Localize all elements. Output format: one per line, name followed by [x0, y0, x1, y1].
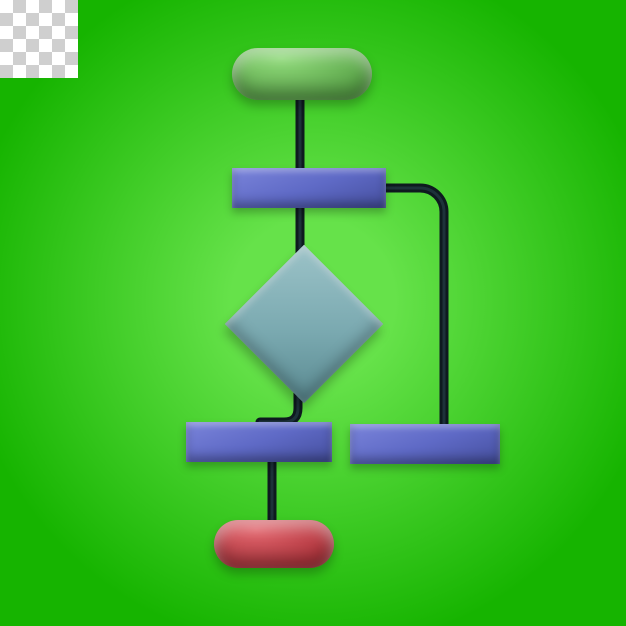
diagram-canvas [0, 0, 626, 626]
flowchart-process-proc3 [350, 424, 500, 464]
flowchart-process-proc1 [232, 168, 386, 208]
flowchart-terminator-start [232, 48, 372, 100]
flowchart-process-proc2 [186, 422, 332, 462]
transparency-checker-icon [0, 0, 78, 78]
flowchart-terminator-end [214, 520, 334, 568]
